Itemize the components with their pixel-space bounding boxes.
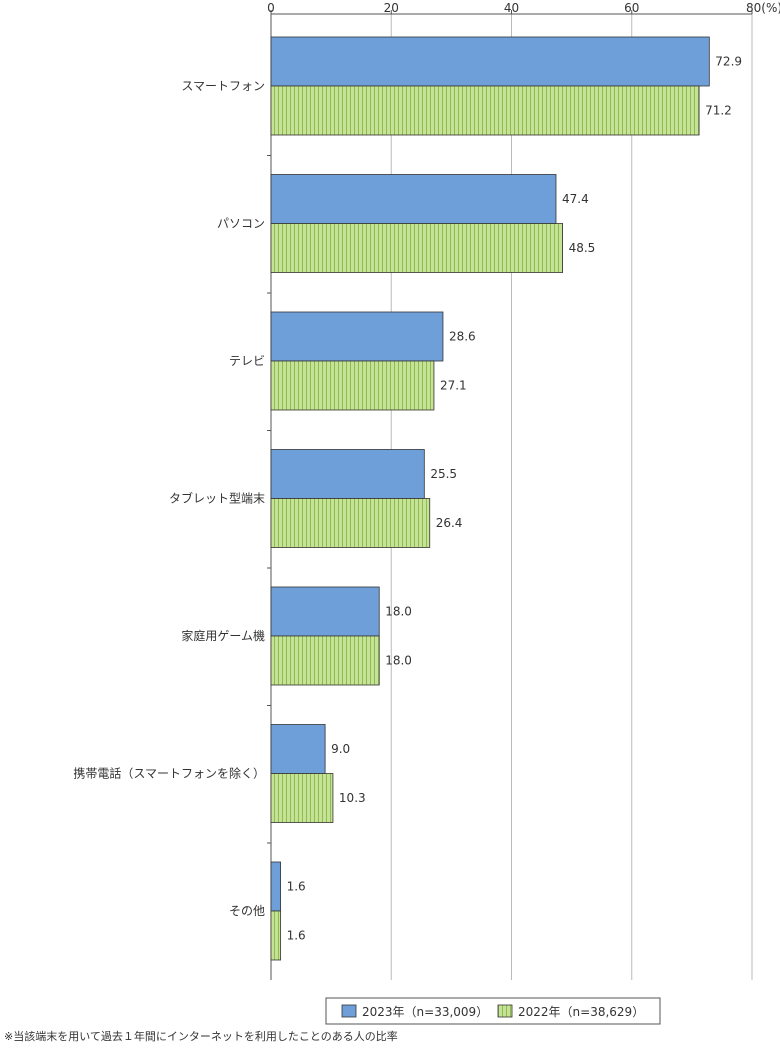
bar-2022	[270, 773, 334, 823]
category-label: 携帯電話（スマートフォンを除く）	[73, 766, 265, 781]
bar-2022	[270, 498, 431, 548]
data-label-2022: 1.6	[287, 929, 306, 943]
category-label: スマートフォン	[181, 79, 265, 93]
bar-2023	[270, 311, 444, 362]
bar-2022	[270, 223, 564, 273]
data-label-2022: 27.1	[440, 379, 467, 393]
data-label-2022: 18.0	[385, 654, 412, 668]
grid-lines	[390, 14, 753, 980]
footnote: ※当該端末を用いて過去１年間にインターネットを利用したことのある人の比率	[4, 1030, 398, 1043]
bar-2022	[270, 85, 700, 136]
bar-2023	[270, 449, 425, 499]
bar-2023	[270, 861, 282, 912]
data-label-2023: 25.5	[430, 467, 457, 481]
legend-box	[325, 997, 661, 1025]
bar-2022	[270, 910, 282, 961]
data-label-2022: 71.2	[705, 104, 732, 118]
data-label-2023: 47.4	[562, 192, 589, 206]
legend-swatch-2023	[341, 1004, 357, 1018]
category-label: テレビ	[229, 354, 265, 368]
bar-2023	[270, 174, 557, 224]
legend-swatch-2022	[497, 1004, 513, 1018]
category-label: 家庭用ゲーム機	[181, 628, 265, 643]
bars	[270, 36, 710, 961]
x-tick-label: 0	[267, 1, 275, 15]
bar-2022	[270, 360, 435, 411]
data-label-2023: 1.6	[287, 880, 306, 894]
data-label-2022: 10.3	[339, 791, 366, 805]
bar-2023	[270, 724, 326, 774]
data-label-2023: 18.0	[385, 605, 412, 619]
category-label: パソコン	[217, 217, 265, 231]
legend: 2023年（n=33,009） 2022年（n=38,629）	[325, 997, 661, 1025]
legend-label-2022: 2022年（n=38,629）	[518, 1005, 644, 1019]
bar-2023	[270, 36, 710, 87]
legend-label-2023: 2023年（n=33,009）	[362, 1005, 488, 1019]
data-label-2023: 9.0	[331, 742, 350, 756]
x-tick-label: 60	[624, 1, 639, 15]
data-label-2022: 26.4	[436, 516, 463, 530]
bar-2023	[270, 586, 380, 637]
bar-2022	[270, 635, 380, 686]
category-label: タブレット型端末	[169, 491, 265, 506]
x-tick-label: 40	[504, 1, 519, 15]
data-label-2023: 28.6	[449, 330, 476, 344]
data-label-2023: 72.9	[715, 55, 742, 69]
data-label-2022: 48.5	[569, 241, 596, 255]
x-tick-label: 20	[384, 1, 399, 15]
category-label: その他	[229, 904, 265, 918]
labels: 0 20 40 60 80(%) スマートフォン 72.9 71.2 パソコン 47.4 48.5 テ…	[73, 1, 780, 943]
x-tick-label: 80(%)	[746, 1, 780, 15]
